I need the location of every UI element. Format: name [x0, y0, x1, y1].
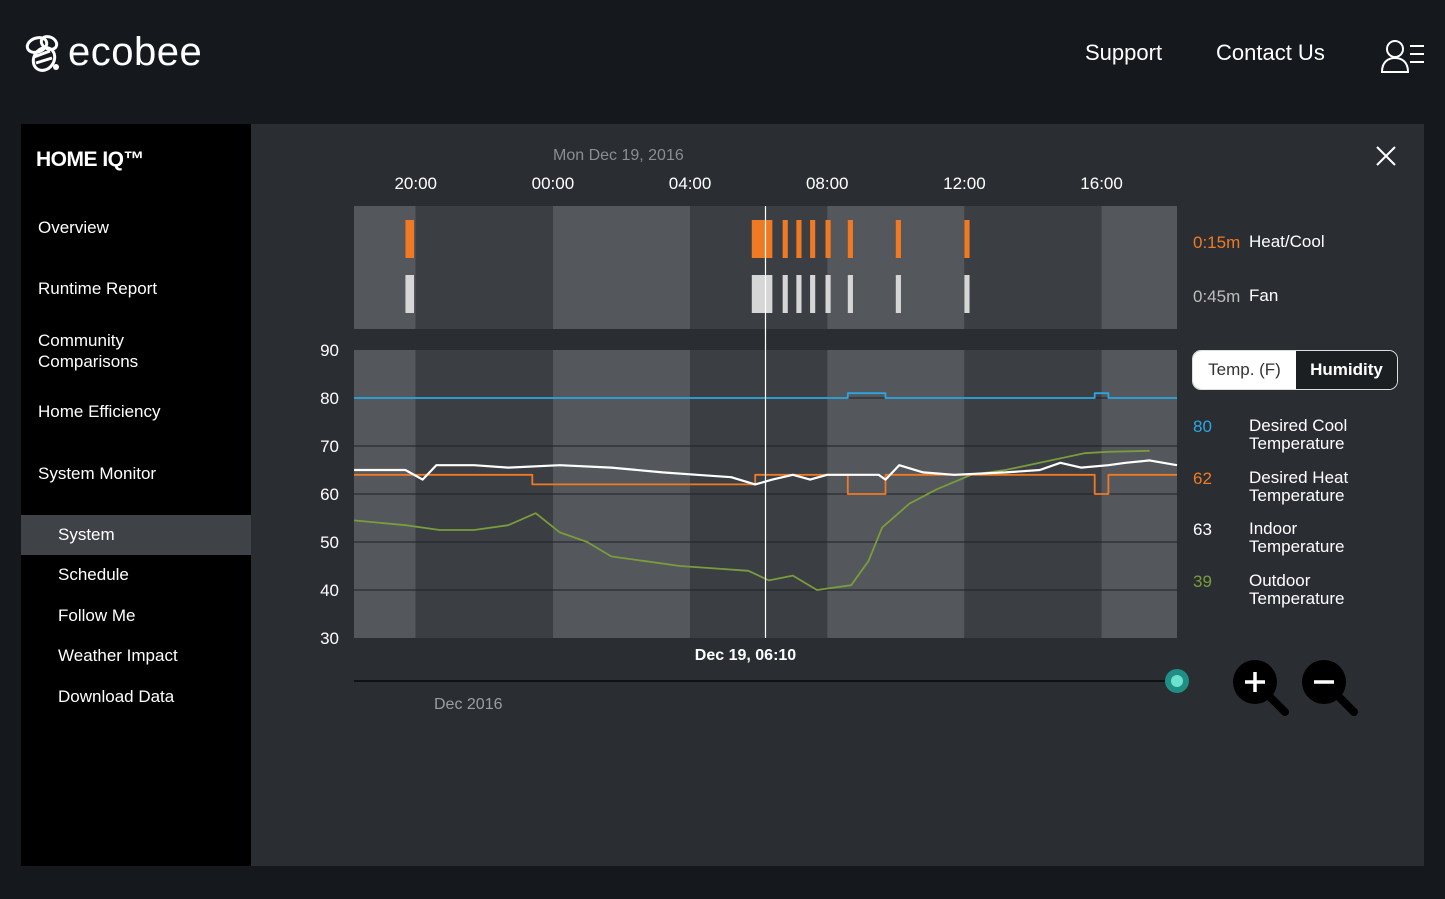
sidebar-item-overview[interactable]: Overview [38, 218, 109, 237]
legend-value: 80 [1193, 417, 1212, 436]
legend-label-line: Indoor [1249, 519, 1298, 538]
heat-cool-runtime-value: 0:15m [1193, 233, 1241, 252]
sidebar-item-home-efficiency[interactable]: Home Efficiency [38, 402, 161, 421]
subnav-item-schedule[interactable]: Schedule [21, 555, 251, 595]
subnav-label: System [58, 525, 115, 544]
y-tick-label: 80 [320, 389, 339, 408]
subnav-label: Weather Impact [58, 646, 178, 665]
sidebar-item-label: Community [38, 331, 124, 350]
sidebar-item-community-comparisons[interactable]: Community Comparisons [38, 330, 138, 372]
y-tick-label: 30 [320, 629, 339, 648]
ecobee-logo[interactable]: ecobee [22, 30, 202, 75]
zoom-out-icon[interactable] [1298, 656, 1360, 718]
date-label: Mon Dec 19, 2016 [553, 147, 684, 164]
temp-toggle-button[interactable]: Temp. (F) [1193, 351, 1296, 389]
fan-runtime-bar [847, 275, 853, 313]
time-tick-label: 12:00 [943, 174, 986, 193]
subnav-item-system[interactable]: System [21, 515, 251, 555]
time-tick-label: 16:00 [1080, 174, 1123, 193]
legend-label-line: Temperature [1249, 589, 1345, 608]
time-tick-label: 00:00 [532, 174, 575, 193]
heat-cool-runtime-bar [964, 220, 970, 258]
fan-runtime-bar [895, 275, 901, 313]
month-label: Dec 2016 [434, 696, 503, 713]
temp-humidity-toggle[interactable]: Temp. (F) Humidity [1192, 350, 1398, 390]
subnav-item-weather-impact[interactable]: Weather Impact [21, 636, 251, 676]
legend-label: Outdoor Temperature [1249, 572, 1379, 608]
subnav-label: Follow Me [58, 606, 136, 625]
support-link[interactable]: Support [1085, 40, 1163, 65]
humidity-toggle-button[interactable]: Humidity [1296, 351, 1397, 389]
legend-label: Desired Heat Temperature [1249, 469, 1379, 505]
heat-cool-runtime-bar [810, 220, 816, 258]
legend-label: Indoor Temperature [1249, 520, 1379, 556]
heat-cool-runtime-bar [847, 220, 853, 258]
y-tick-label: 60 [320, 485, 339, 504]
runtime-band [415, 206, 553, 329]
heat-cool-runtime-bar [796, 220, 802, 258]
top-header: ecobee Support Contact Us [0, 0, 1445, 110]
sidebar: HOME IQ™ Overview Runtime Report Communi… [21, 124, 251, 866]
contact-us-link[interactable]: Contact Us [1216, 40, 1325, 65]
subnav-item-follow-me[interactable]: Follow Me [21, 596, 251, 636]
legend-value: 63 [1193, 520, 1212, 539]
sidebar-title: HOME IQ™ [36, 148, 145, 171]
subnav-item-download-data[interactable]: Download Data [21, 677, 251, 717]
time-tick-label: 20:00 [394, 174, 437, 193]
bee-icon [25, 34, 59, 72]
time-tick-label: 04:00 [669, 174, 712, 193]
legend-value: 62 [1193, 469, 1212, 488]
cursor-label: Dec 19, 06:10 [695, 647, 797, 664]
legend-label-line: Temperature [1249, 434, 1345, 453]
sidebar-item-label: Comparisons [38, 352, 139, 371]
logo-text: ecobee [68, 30, 203, 74]
heat-cool-label: Heat/Cool [1249, 232, 1325, 251]
fan-runtime-bar [751, 275, 773, 313]
fan-runtime-bar [405, 275, 415, 313]
desired-heat-temperature-line [354, 473, 1177, 495]
system-monitor-area: Mon Dec 19, 2016 20:00 00:00 04:00 08:00 12:… [251, 124, 1424, 866]
indoor-temperature-line [354, 459, 1178, 486]
user-menu-icon[interactable] [1380, 38, 1426, 74]
legend-label-line: Desired Heat [1249, 468, 1349, 487]
legend-label-line: Desired Cool [1249, 416, 1348, 435]
heat-cool-runtime-bar [782, 220, 788, 258]
fan-runtime-value: 0:45m [1193, 287, 1241, 306]
heat-cool-runtime-bar [895, 220, 901, 258]
fan-runtime-bar [825, 275, 831, 313]
fan-label: Fan [1249, 286, 1279, 305]
legend-label-line: Temperature [1249, 486, 1345, 505]
timeline-handle-dot [1171, 675, 1183, 687]
heat-cool-runtime-bar [751, 220, 773, 258]
fan-runtime-bar [964, 275, 970, 313]
sidebar-item-system-monitor[interactable]: System Monitor [38, 464, 157, 483]
y-tick-label: 70 [320, 437, 339, 456]
legend-label-line: Temperature [1249, 537, 1345, 556]
home-iq-panel: HOME IQ™ Overview Runtime Report Communi… [21, 124, 1424, 866]
legend-label: Desired Cool Temperature [1249, 417, 1379, 453]
subnav-label: Download Data [58, 687, 175, 706]
outdoor-temperature-line [353, 449, 1150, 591]
y-tick-label: 90 [320, 341, 339, 360]
legend-value: 39 [1193, 572, 1212, 591]
runtime-band [1101, 206, 1177, 329]
fan-runtime-bar [810, 275, 816, 313]
sidebar-item-runtime-report[interactable]: Runtime Report [38, 279, 158, 298]
fan-runtime-bar [796, 275, 802, 313]
y-tick-label: 50 [320, 533, 339, 552]
time-tick-label: 08:00 [806, 174, 849, 193]
close-icon[interactable] [1374, 144, 1398, 168]
heat-cool-runtime-bar [405, 220, 415, 258]
y-tick-label: 40 [320, 581, 339, 600]
legend-label-line: Outdoor [1249, 571, 1311, 590]
runtime-band [964, 206, 1102, 329]
heat-cool-runtime-bar [825, 220, 831, 258]
runtime-band [552, 206, 691, 329]
subnav-label: Schedule [58, 565, 129, 584]
system-monitor-chart[interactable]: Mon Dec 19, 2016 20:00 00:00 04:00 08:00 12:… [251, 124, 1191, 724]
zoom-in-icon[interactable] [1229, 656, 1291, 718]
fan-runtime-bar [782, 275, 788, 313]
desired-cool-temperature-line [354, 392, 1177, 399]
